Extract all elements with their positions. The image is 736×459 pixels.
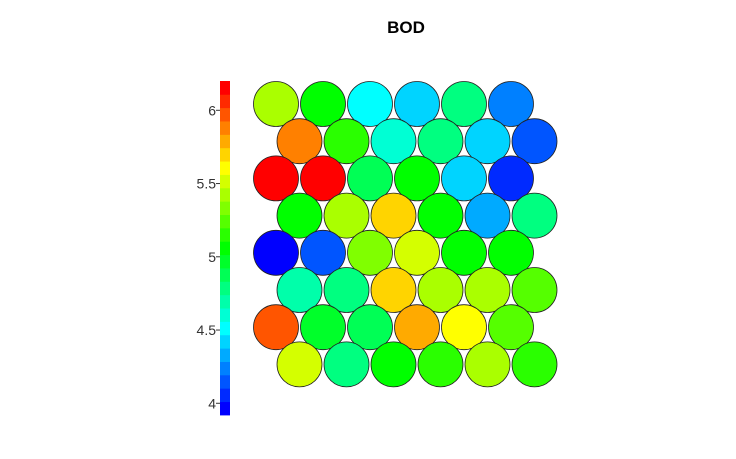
- map-cell: [300, 155, 346, 202]
- color-legend-segment: [220, 134, 230, 149]
- color-legend-segment: [220, 281, 230, 296]
- map-cell: [347, 155, 393, 202]
- map-cell: [276, 341, 323, 388]
- map-cell: [253, 229, 299, 276]
- map-cell: [464, 192, 511, 239]
- color-legend-tick-label: 5: [208, 249, 216, 265]
- color-legend-segment: [220, 348, 230, 362]
- map-cell: [511, 267, 558, 313]
- color-legend-segment: [220, 81, 230, 95]
- color-legend-segment: [220, 294, 230, 309]
- color-legend-segment: [220, 321, 230, 336]
- map-cell: [323, 341, 370, 388]
- map-cell: [370, 192, 417, 239]
- map-cell: [370, 341, 417, 388]
- map-cell: [370, 267, 417, 313]
- map-cell: [464, 341, 511, 388]
- map-cell: [394, 155, 440, 202]
- map-cell: [417, 341, 464, 388]
- color-legend-segment: [220, 308, 230, 322]
- map-cell: [441, 81, 487, 127]
- map-cell: [488, 81, 534, 127]
- color-legend-segment: [220, 227, 230, 242]
- map-cell: [511, 192, 558, 239]
- map-cell: [417, 192, 464, 239]
- map-cell: [464, 118, 511, 165]
- color-legend-segment: [220, 214, 230, 229]
- map-cell: [488, 229, 534, 276]
- map-cell: [300, 229, 346, 276]
- color-legend-segment: [220, 187, 230, 202]
- color-legend-segment: [220, 254, 230, 269]
- map-cell: [370, 118, 417, 165]
- map-cell: [347, 229, 393, 276]
- color-legend-segment: [220, 107, 230, 122]
- map-cells: [253, 81, 558, 388]
- map-cell: [441, 304, 487, 351]
- color-legend-tick-label: 4.5: [197, 322, 217, 338]
- map-cell: [417, 267, 464, 313]
- map-cell: [394, 229, 440, 276]
- map-cell: [323, 118, 370, 165]
- color-legend-tick-label: 4: [208, 395, 216, 411]
- map-cell: [276, 267, 323, 313]
- map-cell: [347, 304, 393, 351]
- color-legend-segment: [220, 388, 230, 403]
- color-legend-segment: [220, 361, 230, 376]
- map-cell: [300, 81, 346, 127]
- map-cell: [417, 118, 464, 165]
- map-cell: [347, 81, 393, 127]
- map-cell: [276, 192, 323, 239]
- color-legend-segment: [220, 241, 230, 256]
- color-legend-segment: [220, 201, 230, 215]
- map-cell: [323, 192, 370, 239]
- map-cell: [394, 304, 440, 351]
- map-cell: [253, 155, 299, 202]
- map-cell: [488, 304, 534, 351]
- map-cell: [300, 304, 346, 351]
- map-cell: [511, 118, 558, 165]
- map-cell: [511, 341, 558, 388]
- chart-title: BOD: [387, 18, 425, 37]
- color-legend-segment: [220, 147, 230, 162]
- color-legend-segment: [220, 268, 230, 282]
- map-cell: [253, 304, 299, 351]
- color-legend-segment: [220, 374, 230, 389]
- color-legend-segment: [220, 174, 230, 189]
- map-cell: [253, 81, 299, 127]
- color-legend-ticks: 4 4.5 5 5.5 6: [197, 102, 220, 411]
- color-legend-segment: [220, 161, 230, 175]
- map-cell: [441, 155, 487, 202]
- color-legend-segment: [220, 401, 230, 416]
- map-cell: [276, 118, 323, 165]
- color-legend: [220, 81, 230, 416]
- color-legend-segment: [220, 334, 230, 349]
- color-legend-segment: [220, 94, 230, 109]
- color-legend-tick-label: 5.5: [197, 176, 217, 192]
- color-legend-tick-label: 6: [208, 102, 216, 118]
- color-legend-segment: [220, 121, 230, 135]
- map-cell: [394, 81, 440, 127]
- map-cell: [441, 229, 487, 276]
- map-cell: [488, 155, 534, 202]
- map-cell: [464, 267, 511, 313]
- map-cell: [323, 267, 370, 313]
